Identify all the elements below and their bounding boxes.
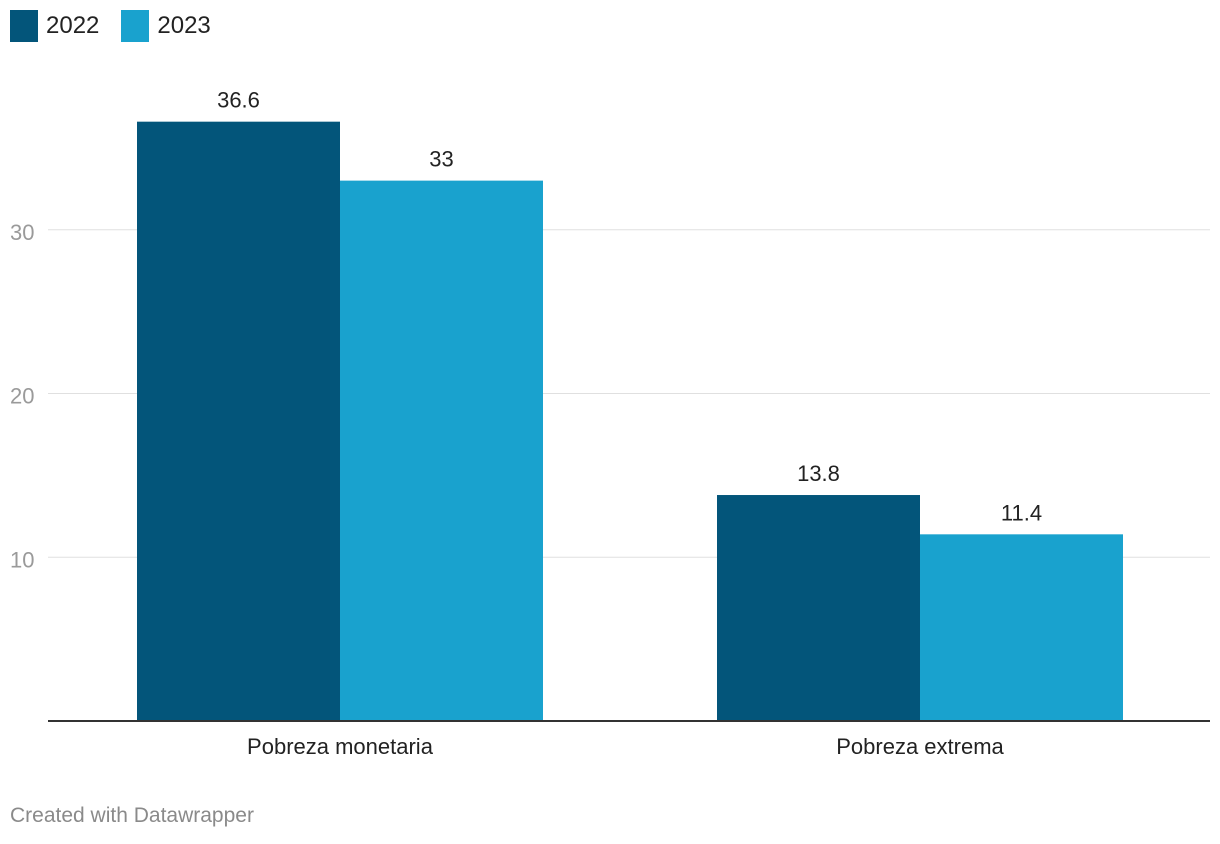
bar-2022-1 bbox=[717, 495, 920, 721]
x-category-label-1: Pobreza extrema bbox=[836, 734, 1004, 759]
y-tick-label-20: 20 bbox=[10, 384, 34, 409]
legend-swatch-2022 bbox=[10, 10, 38, 42]
y-tick-label-30: 30 bbox=[10, 220, 34, 245]
legend-label-2022: 2022 bbox=[46, 12, 100, 39]
value-label-2023-1: 11.4 bbox=[1001, 500, 1042, 525]
x-category-label-0: Pobreza monetaria bbox=[247, 734, 434, 759]
bar-2022-0 bbox=[137, 121, 340, 722]
legend-swatch-2023 bbox=[121, 10, 150, 42]
legend-item-2022: 2022 bbox=[10, 10, 99, 42]
value-label-2022-1: 13.8 bbox=[797, 461, 840, 486]
legend-label-2023: 2023 bbox=[157, 12, 211, 39]
bar-2023-1 bbox=[920, 534, 1123, 721]
legend-item-2023: 2023 bbox=[121, 10, 211, 42]
bar-2023-0 bbox=[340, 180, 543, 721]
footer-credit: Created with Datawrapper bbox=[10, 804, 254, 827]
value-label-2022-0: 36.6 bbox=[217, 88, 260, 113]
value-label-2023-0: 33 bbox=[429, 147, 453, 172]
legend: 2022 2023 bbox=[10, 10, 233, 42]
y-tick-label-10: 10 bbox=[10, 547, 34, 572]
